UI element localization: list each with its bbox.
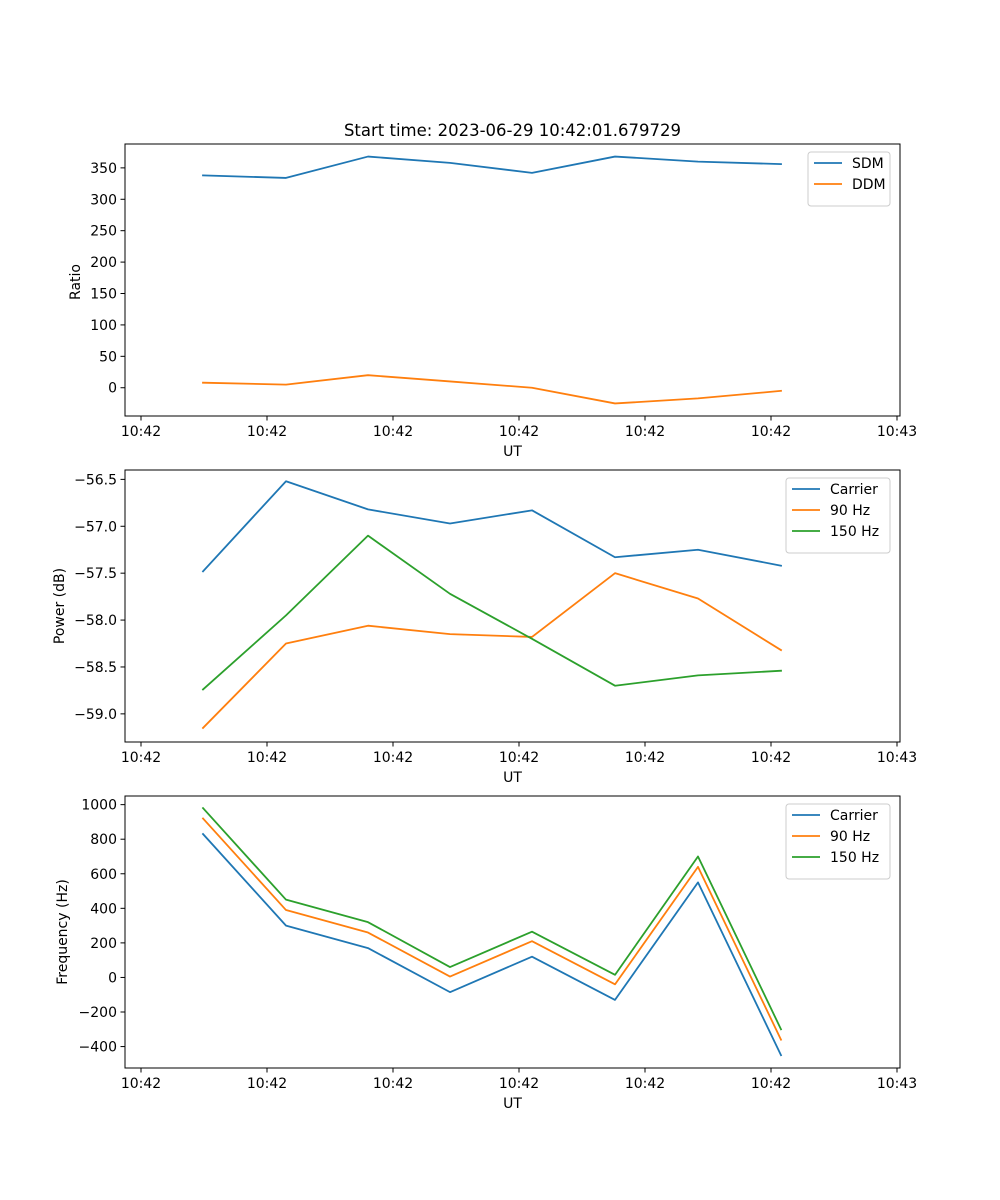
power-series-line-150-hz xyxy=(201,534,782,691)
power-series-line-90-hz xyxy=(201,572,783,730)
frequency-legend xyxy=(785,803,891,880)
ratio-x-tick-label: 10:42 xyxy=(247,424,287,440)
frequency-y-axis-label: Frequency (Hz) xyxy=(55,879,71,985)
frequency-legend-label: 150 Hz xyxy=(830,850,879,866)
frequency-panel: Frequency (Hz) UT 10:42 10:42 10:42 10:42 10… xyxy=(55,795,917,1112)
frequency-legend-label: 90 Hz xyxy=(830,829,870,845)
frequency-y-tick-label: −200 xyxy=(79,1005,117,1021)
ratio-axes-frame xyxy=(124,143,901,417)
frequency-x-axis-label: UT xyxy=(503,1096,522,1112)
ratio-series-line-sdm xyxy=(202,155,782,179)
power-legend xyxy=(785,477,891,554)
power-y-tick-label: −58.5 xyxy=(74,660,117,676)
power-series-line-carrier xyxy=(201,480,783,573)
power-x-tick-label: 10:42 xyxy=(373,750,413,766)
frequency-y-tick-label: −400 xyxy=(79,1040,117,1056)
frequency-y-tick-label: 800 xyxy=(90,832,117,848)
ratio-x-tick-label: 10:42 xyxy=(499,424,539,440)
ratio-x-tick-label: 10:42 xyxy=(751,424,791,440)
frequency-x-tick-label: 10:42 xyxy=(751,1076,791,1092)
frequency-series-line-150-hz xyxy=(201,806,783,1031)
power-y-axis-label: Power (dB) xyxy=(52,568,68,644)
ratio-x-tick-label: 10:42 xyxy=(373,424,413,440)
ratio-legend-label: SDM xyxy=(852,156,884,172)
power-x-tick-label: 10:42 xyxy=(751,750,791,766)
ratio-legend-label: DDM xyxy=(852,177,886,193)
power-axes-frame xyxy=(124,469,901,743)
ratio-y-tick-label: 0 xyxy=(108,381,117,397)
power-x-tick-label: 10:42 xyxy=(247,750,287,766)
ratio-y-tick-label: 100 xyxy=(90,318,117,334)
frequency-y-tick-label: 400 xyxy=(90,901,117,917)
power-x-tick-label: 10:42 xyxy=(121,750,161,766)
power-legend-label: Carrier xyxy=(830,482,878,498)
power-x-tick-label: 10:42 xyxy=(625,750,665,766)
power-x-tick-label: 10:43 xyxy=(877,750,917,766)
frequency-series-line-90-hz xyxy=(201,817,783,1041)
power-legend-label: 90 Hz xyxy=(830,503,870,519)
ratio-y-tick-label: 300 xyxy=(90,192,117,208)
frequency-y-tick-label: 1000 xyxy=(81,798,117,814)
ratio-y-tick-label: 50 xyxy=(99,349,117,365)
power-y-tick-label: −58.0 xyxy=(74,613,117,629)
power-y-tick-label: −59.0 xyxy=(74,707,117,723)
power-y-tick-label: −57.0 xyxy=(74,519,117,535)
ratio-series-line-ddm xyxy=(202,374,782,405)
ratio-y-tick-label: 350 xyxy=(90,161,117,177)
ratio-y-tick-label: 150 xyxy=(90,287,117,303)
frequency-x-tick-label: 10:42 xyxy=(121,1076,161,1092)
ratio-x-tick-label: 10:43 xyxy=(877,424,917,440)
ratio-y-axis-label: Ratio xyxy=(68,264,84,300)
power-y-tick-label: −56.5 xyxy=(74,472,117,488)
frequency-y-tick-label: 200 xyxy=(90,936,117,952)
power-y-tick-label: −57.5 xyxy=(74,566,117,582)
frequency-x-tick-label: 10:42 xyxy=(499,1076,539,1092)
frequency-x-tick-label: 10:42 xyxy=(373,1076,413,1092)
frequency-axes-frame xyxy=(124,795,901,1069)
frequency-x-tick-label: 10:42 xyxy=(247,1076,287,1092)
power-x-tick-label: 10:42 xyxy=(499,750,539,766)
power-x-axis-label: UT xyxy=(503,770,522,786)
ratio-x-tick-label: 10:42 xyxy=(625,424,665,440)
power-panel: Power (dB) UT 10:42 10:42 10:42 10:42 10:42 1… xyxy=(52,469,917,786)
power-legend-label: 150 Hz xyxy=(830,524,879,540)
ratio-x-axis-label: UT xyxy=(503,444,522,460)
ratio-y-tick-label: 250 xyxy=(90,224,117,240)
frequency-y-tick-label: 600 xyxy=(90,867,117,883)
frequency-x-tick-label: 10:43 xyxy=(877,1076,917,1092)
ratio-x-tick-label: 10:42 xyxy=(121,424,161,440)
frequency-x-tick-label: 10:42 xyxy=(625,1076,665,1092)
frequency-y-tick-label: 0 xyxy=(108,970,117,986)
frequency-legend-label: Carrier xyxy=(830,808,878,824)
ratio-panel: Ratio UT 10:42 10:42 10:42 10:42 10:42 10:42 1… xyxy=(68,143,917,460)
frequency-series-line-carrier xyxy=(201,832,783,1057)
ratio-y-tick-label: 200 xyxy=(90,255,117,271)
chart-title: Start time: 2023-06-29 10:42:01.679729 xyxy=(344,121,681,140)
ratio-legend xyxy=(807,151,891,207)
